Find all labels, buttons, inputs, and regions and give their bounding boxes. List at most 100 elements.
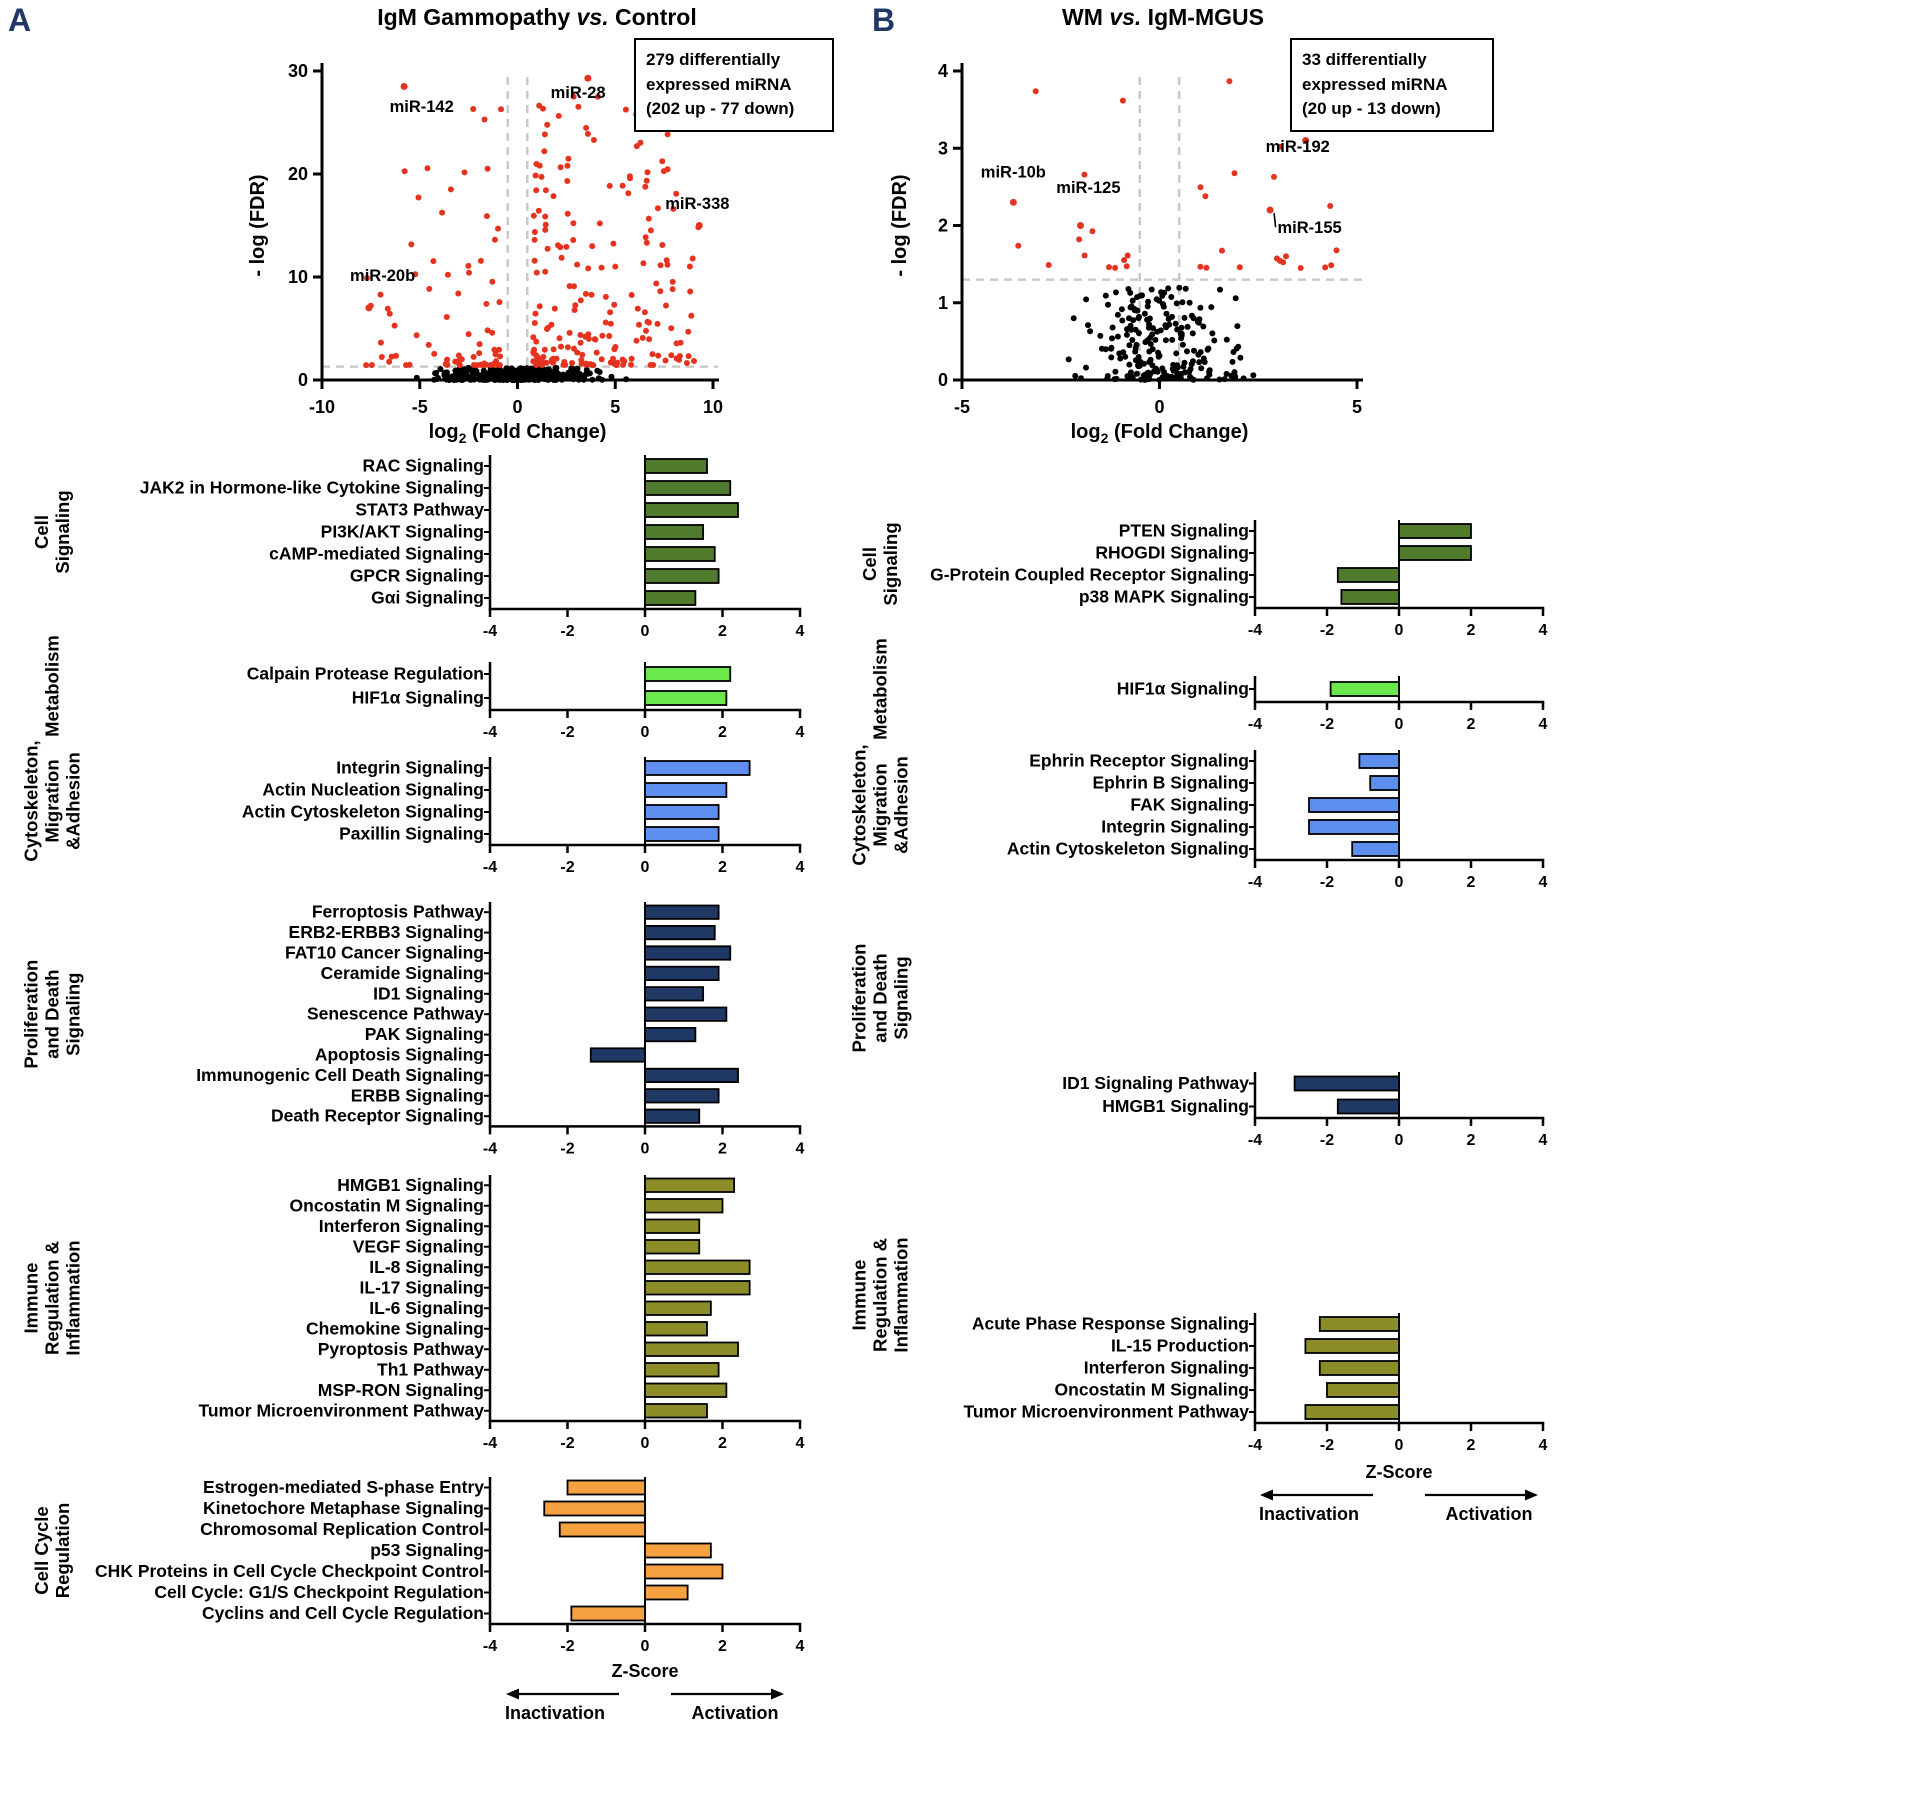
mirna-label: miR-20b	[350, 267, 415, 285]
nonsignificant-point	[1158, 289, 1165, 296]
y-tick-label: 2	[938, 216, 948, 236]
significant-point	[663, 302, 669, 309]
significant-point	[578, 357, 585, 363]
nonsignificant-point	[1209, 330, 1216, 337]
zscore-tick-label: 2	[1467, 622, 1476, 639]
nonsignificant-point	[1078, 375, 1084, 382]
nonsignificant-point	[1161, 369, 1167, 375]
y-tick-label: 30	[288, 61, 308, 81]
zscore-bar	[644, 1542, 712, 1559]
significant-point	[602, 319, 609, 326]
zscore-bar	[644, 1006, 728, 1022]
nonsignificant-point	[1169, 336, 1176, 343]
significant-point	[574, 349, 581, 356]
pathway-label: Tumor Microenvironment Pathway	[963, 1402, 1249, 1422]
significant-point	[412, 271, 419, 278]
zscore-bar	[644, 1563, 724, 1580]
x-axis-title: log2 (Fold Change)	[1071, 421, 1249, 446]
x-tick-label: 0	[1154, 397, 1164, 417]
significant-point	[569, 360, 576, 366]
zscore-bar	[644, 782, 728, 798]
zscore-tick-label: -2	[1320, 1437, 1334, 1454]
nonsignificant-point	[1124, 373, 1131, 380]
significant-point	[426, 285, 433, 292]
nonsignificant-point	[1150, 325, 1156, 332]
significant-point	[368, 362, 375, 368]
significant-point	[491, 236, 498, 243]
zscore-bar	[1318, 1316, 1400, 1332]
significant-point	[691, 358, 697, 364]
significant-point	[669, 286, 676, 293]
significant-point	[551, 305, 558, 312]
zscore-tick-label: -4	[1248, 874, 1262, 891]
mirna-label-leader-line	[1273, 212, 1277, 228]
nonsignificant-point	[1216, 376, 1223, 383]
zscore-bar	[644, 1108, 701, 1124]
pathway-label: ID1 Signaling Pathway	[1062, 1073, 1249, 1093]
nonsignificant-point	[1146, 348, 1153, 355]
nonsignificant-point	[570, 376, 577, 383]
nonsignificant-point	[1188, 312, 1195, 319]
inactivation-arrowhead-icon	[1260, 1489, 1273, 1501]
significant-point	[664, 261, 671, 268]
x-tick-label: -5	[954, 397, 970, 417]
significant-point	[1236, 264, 1243, 271]
zscore-bar	[1358, 753, 1400, 769]
significant-point	[477, 257, 484, 264]
pathway-label: Kinetochore Metaphase Signaling	[203, 1498, 484, 1518]
nonsignificant-point	[595, 375, 602, 382]
inactivation-arrowhead-icon	[506, 1688, 519, 1700]
y-axis-title-text: - log (FDR)	[889, 174, 911, 276]
significant-point	[1271, 173, 1277, 180]
significant-point	[634, 305, 641, 312]
pathway-label: Cyclins and Cell Cycle Regulation	[202, 1603, 484, 1623]
nonsignificant-point	[1148, 286, 1155, 293]
significant-point	[570, 220, 577, 227]
nonsignificant-point	[1109, 324, 1116, 331]
y-axis-title: - log (FDR)	[889, 174, 911, 276]
significant-point	[534, 361, 541, 367]
zscore-bar	[644, 480, 732, 496]
zscore-bar	[644, 1067, 739, 1083]
pathway-label: IL-6 Signaling	[369, 1298, 484, 1318]
mirna-label: miR-10b	[981, 164, 1046, 182]
significant-point	[653, 280, 660, 287]
significant-point	[584, 130, 591, 137]
significant-point	[456, 362, 463, 369]
significant-point	[657, 262, 664, 269]
nonsignificant-point	[1211, 337, 1218, 344]
nonsignificant-point	[1165, 316, 1172, 322]
y-tick-label: 10	[288, 267, 308, 287]
pathway-label: Chromosomal Replication Control	[200, 1519, 484, 1539]
zscore-tick-label: 2	[718, 1435, 727, 1452]
significant-point	[611, 346, 618, 353]
zscore-tick-label: -4	[1248, 716, 1262, 733]
nonsignificant-point	[1179, 299, 1186, 306]
significant-point	[628, 355, 635, 362]
nonsignificant-point	[1141, 310, 1148, 317]
nonsignificant-point	[1189, 376, 1196, 383]
nonsignificant-point	[1129, 374, 1136, 381]
nonsignificant-point	[432, 370, 439, 377]
category-label-line: Migration	[42, 759, 63, 842]
pathway-label: Tumor Microenvironment Pathway	[198, 1400, 484, 1420]
nonsignificant-point	[541, 376, 548, 383]
nonsignificant-point	[1083, 364, 1089, 371]
category-label-line: Inflammation	[63, 1240, 84, 1355]
activation-arrowhead-icon	[1525, 1489, 1538, 1501]
significant-point	[669, 278, 676, 285]
significant-point	[687, 288, 694, 295]
zscore-tick-label: 0	[1395, 716, 1404, 733]
significant-point	[610, 355, 616, 362]
significant-point	[461, 169, 468, 176]
labeled-mirna-point	[584, 74, 592, 82]
nonsignificant-point	[530, 376, 537, 383]
zscore-tick-label: 2	[1467, 874, 1476, 891]
significant-point	[668, 325, 675, 332]
nonsignificant-point	[476, 372, 483, 379]
significant-point	[646, 336, 653, 343]
significant-point	[498, 106, 504, 113]
nonsignificant-point	[1168, 373, 1175, 380]
nonsignificant-point	[1126, 361, 1133, 368]
